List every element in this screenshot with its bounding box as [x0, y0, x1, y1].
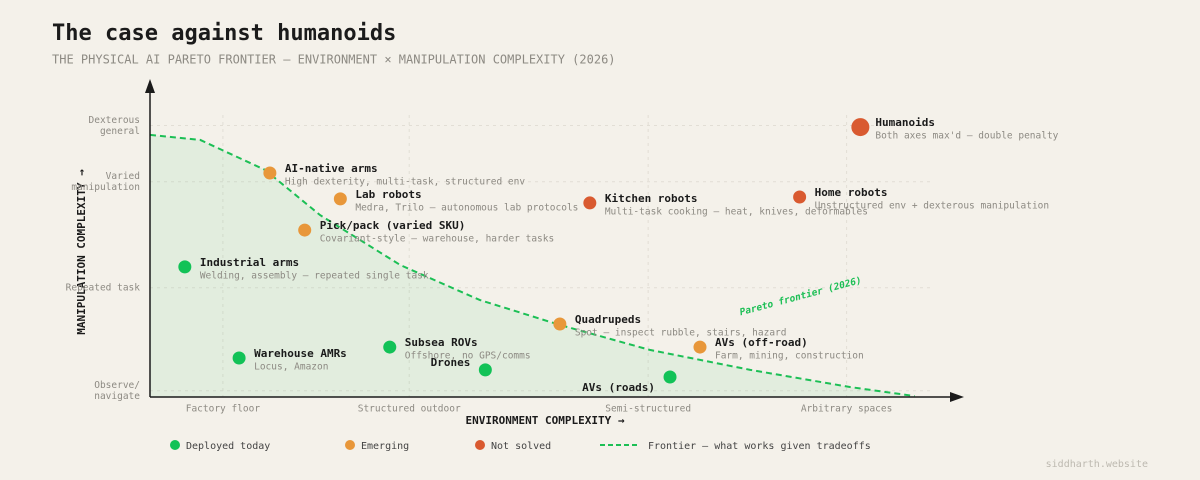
legend-label: Frontier — what works given tradeoffs [648, 441, 871, 452]
point-label: Humanoids [875, 116, 935, 129]
point-description: Farm, mining, construction [715, 351, 864, 362]
legend-marker [475, 440, 485, 450]
x-axis-label: ENVIRONMENT COMPLEXITY → [466, 414, 625, 427]
frontier-area [150, 134, 915, 398]
data-point [383, 340, 397, 354]
point-label: AVs (roads) [582, 381, 655, 394]
data-point [178, 260, 192, 274]
point-description: Unstructured env + dexterous manipulatio… [815, 201, 1050, 212]
data-point [298, 223, 312, 237]
point-label: Subsea ROVs [405, 336, 478, 349]
point-label: Lab robots [355, 188, 421, 201]
point-label: Quadrupeds [575, 313, 641, 326]
data-point [232, 351, 246, 365]
x-tick-label: Factory floor [186, 404, 261, 415]
point-label: Kitchen robots [605, 192, 698, 205]
data-point [478, 363, 492, 377]
x-axis-arrow [950, 392, 964, 402]
data-point [793, 190, 807, 204]
x-tick-label: Arbitrary spaces [801, 404, 893, 415]
point-description: Multi-task cooking — heat, knives, defor… [605, 206, 868, 217]
point-description: High dexterity, multi-task, structured e… [285, 176, 525, 187]
chart-subtitle: THE PHYSICAL AI PARETO FRONTIER — ENVIRO… [52, 53, 616, 67]
y-tick-label: Repeated task [65, 282, 140, 294]
data-point [693, 340, 707, 354]
point-description: Medra, Trilo — autonomous lab protocols [355, 202, 578, 213]
legend-marker [170, 440, 180, 450]
point-description: Spot — inspect rubble, stairs, hazard [575, 327, 787, 338]
x-tick-label: Semi-structured [605, 404, 691, 415]
data-point [553, 317, 567, 331]
data-point [583, 196, 597, 210]
source: siddharth.website [1046, 459, 1148, 470]
y-axis-arrow [145, 79, 155, 93]
chart-title: The case against humanoids [52, 21, 396, 46]
y-tick-label: Dexterous general [88, 114, 140, 137]
x-tick-label: Structured outdoor [358, 404, 461, 415]
point-label: Drones [431, 356, 471, 369]
point-label: Warehouse AMRs [254, 347, 347, 360]
y-tick-label: Observe/ navigate [94, 379, 140, 402]
point-description: Both axes max'd — double penalty [875, 131, 1058, 142]
legend-label: Deployed today [186, 441, 270, 452]
legend-label: Emerging [361, 441, 409, 452]
y-tick-label: Varied manipulation [71, 170, 140, 193]
point-label: Home robots [815, 186, 888, 199]
frontier-annotation: Pareto frontier (2026) [739, 275, 863, 318]
point-description: Locus, Amazon [254, 362, 328, 373]
point-label: Pick/pack (varied SKU) [320, 219, 466, 232]
point-label: Industrial arms [200, 256, 299, 269]
legend-label: Not solved [491, 441, 551, 452]
point-label: AI-native arms [285, 162, 378, 175]
data-point [663, 370, 677, 384]
data-point [263, 166, 277, 180]
data-point [333, 192, 347, 206]
point-description: Covariant-style — warehouse, harder task… [320, 234, 554, 245]
data-point [851, 118, 870, 137]
point-label: AVs (off-road) [715, 336, 808, 349]
y-axis-label: MANIPULATION COMPLEXITY → [75, 169, 88, 335]
frontier-line [149, 133, 915, 398]
point-description: Offshore, no GPS/comms [405, 351, 531, 362]
legend-marker [345, 440, 355, 450]
point-description: Welding, assembly — repeated single task [200, 270, 429, 281]
